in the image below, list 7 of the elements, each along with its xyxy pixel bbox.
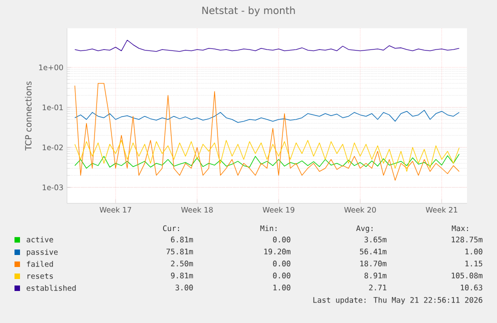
line-series — [74, 154, 460, 169]
line-series — [74, 110, 460, 123]
line-series — [74, 40, 460, 52]
y-axis-title: TCP connections — [24, 81, 32, 151]
line-series — [74, 140, 460, 172]
chart-title: Netstat - by month — [202, 6, 295, 16]
line-series — [74, 82, 460, 181]
